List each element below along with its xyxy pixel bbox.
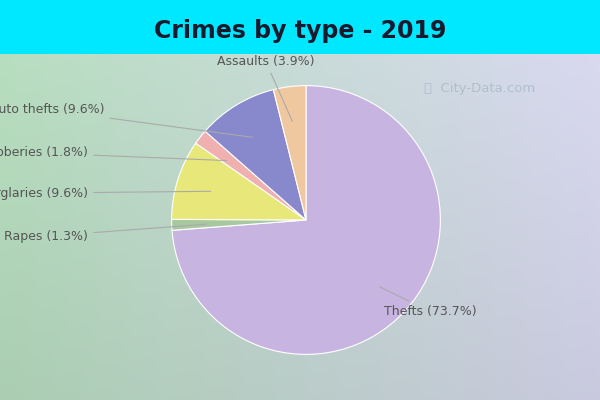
Wedge shape — [172, 86, 440, 354]
Text: Thefts (73.7%): Thefts (73.7%) — [380, 287, 476, 318]
Text: Robberies (1.8%): Robberies (1.8%) — [0, 146, 227, 160]
Text: Auto thefts (9.6%): Auto thefts (9.6%) — [0, 103, 253, 137]
Wedge shape — [205, 90, 306, 220]
Wedge shape — [172, 219, 306, 230]
Wedge shape — [196, 131, 306, 220]
Wedge shape — [172, 143, 306, 220]
Wedge shape — [274, 86, 306, 220]
Text: Burglaries (9.6%): Burglaries (9.6%) — [0, 187, 211, 200]
Text: Rapes (1.3%): Rapes (1.3%) — [4, 224, 206, 243]
Text: Crimes by type - 2019: Crimes by type - 2019 — [154, 19, 446, 43]
Text: Assaults (3.9%): Assaults (3.9%) — [217, 55, 314, 122]
Text: ⓘ  City-Data.com: ⓘ City-Data.com — [424, 82, 536, 95]
